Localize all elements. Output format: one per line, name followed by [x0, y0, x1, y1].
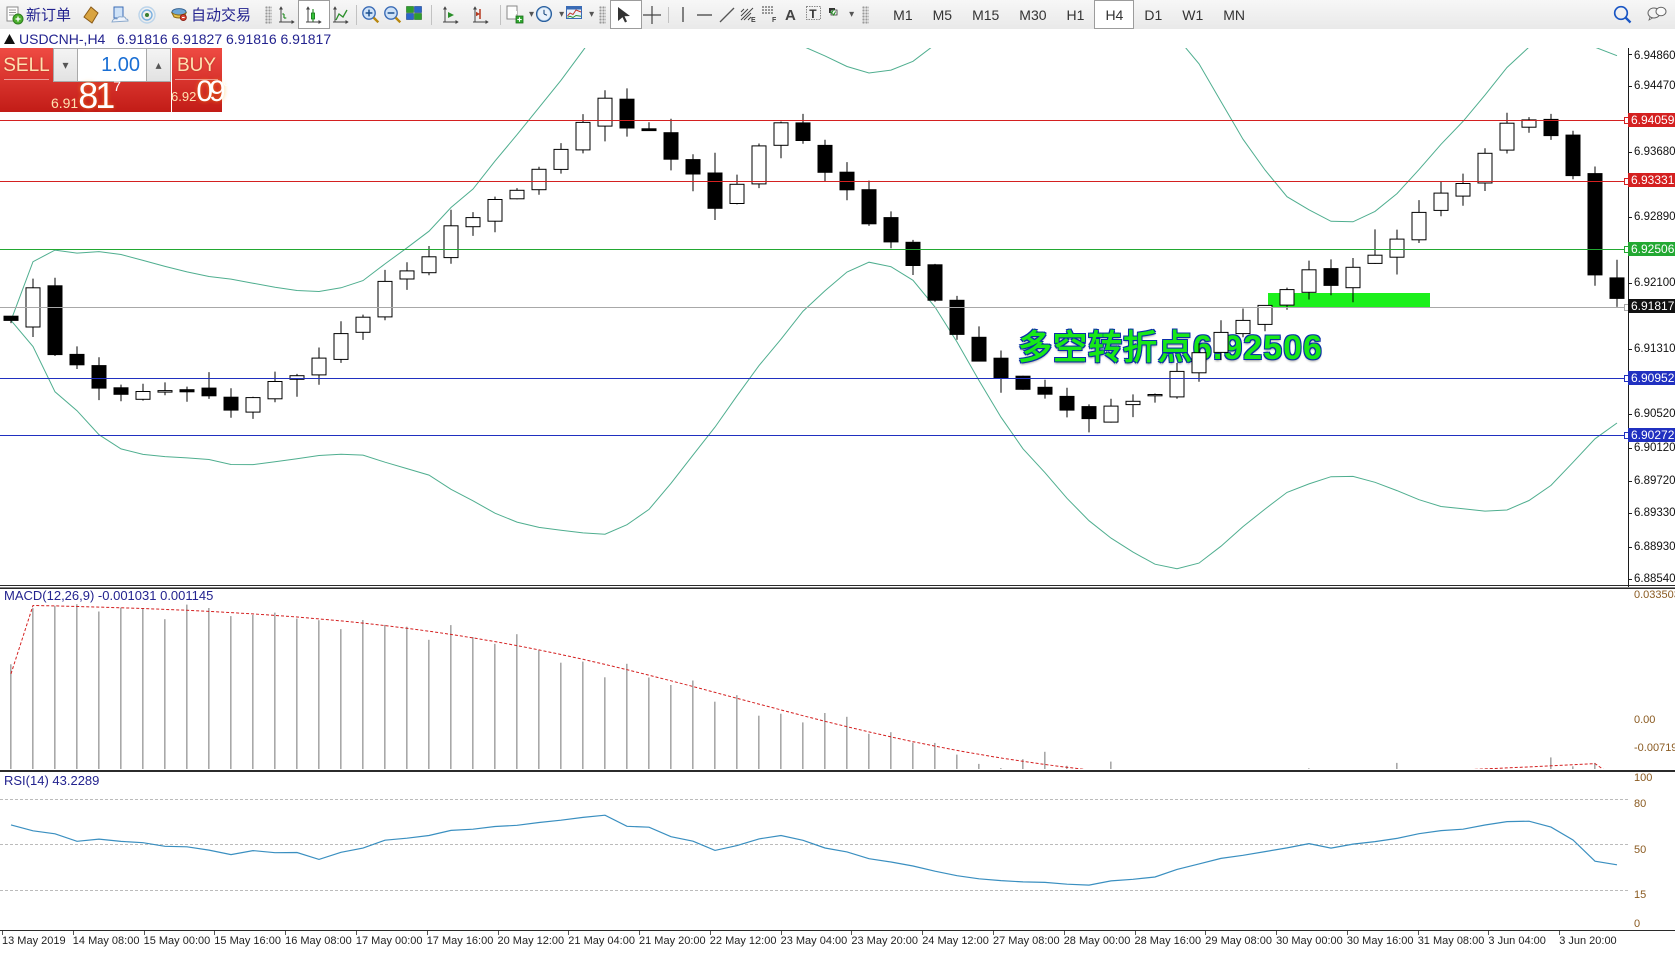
svg-text:T: T	[809, 7, 817, 21]
svg-text:E: E	[751, 17, 756, 24]
svg-text:F: F	[772, 17, 777, 24]
svg-text:A: A	[785, 7, 796, 24]
